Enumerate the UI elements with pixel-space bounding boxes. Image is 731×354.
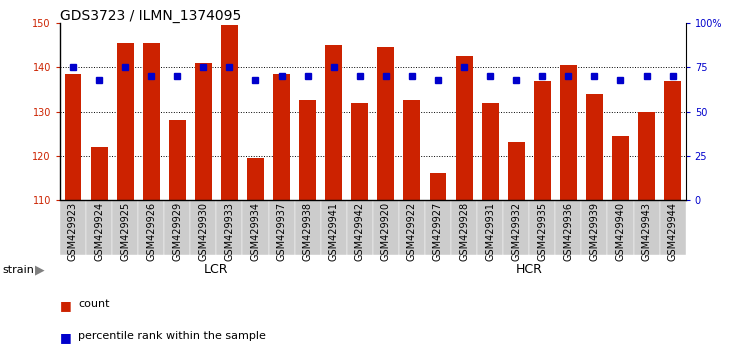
Text: count: count	[78, 299, 110, 309]
Bar	[169, 120, 186, 200]
Bar	[295, 200, 321, 255]
Bar	[659, 200, 686, 255]
Bar	[64, 74, 81, 200]
Bar	[91, 147, 107, 200]
Bar	[404, 101, 420, 200]
Bar	[560, 65, 577, 200]
Bar	[556, 200, 581, 255]
Bar	[634, 200, 659, 255]
Text: GSM429939: GSM429939	[589, 202, 599, 261]
Bar	[664, 80, 681, 200]
Text: GSM429920: GSM429920	[381, 202, 391, 261]
Bar	[216, 200, 243, 255]
Bar	[373, 200, 399, 255]
Bar	[268, 200, 295, 255]
Bar	[138, 200, 164, 255]
Text: GSM429944: GSM429944	[667, 202, 678, 261]
Bar	[455, 56, 472, 200]
Bar	[221, 25, 238, 200]
Bar	[299, 101, 316, 200]
Bar	[508, 142, 525, 200]
Bar	[482, 103, 499, 200]
Text: percentile rank within the sample: percentile rank within the sample	[78, 331, 266, 341]
Text: GDS3723 / ILMN_1374095: GDS3723 / ILMN_1374095	[60, 9, 241, 23]
Bar	[581, 200, 607, 255]
Text: GSM429933: GSM429933	[224, 202, 235, 261]
Text: ▶: ▶	[35, 263, 45, 276]
Text: GSM429928: GSM429928	[459, 202, 469, 261]
Bar	[190, 200, 216, 255]
Text: GSM429934: GSM429934	[251, 202, 260, 261]
Text: GSM429940: GSM429940	[616, 202, 626, 261]
Bar	[586, 94, 603, 200]
Bar	[377, 47, 394, 200]
Bar	[143, 43, 159, 200]
Text: GSM429925: GSM429925	[120, 202, 130, 261]
Text: GSM429942: GSM429942	[355, 202, 365, 261]
Bar	[86, 200, 112, 255]
Bar	[352, 103, 368, 200]
Bar	[164, 200, 190, 255]
Text: GSM429930: GSM429930	[198, 202, 208, 261]
Text: GSM429923: GSM429923	[68, 202, 78, 261]
Bar	[503, 200, 529, 255]
Bar	[325, 45, 342, 200]
Text: GSM429927: GSM429927	[433, 202, 443, 261]
Text: GSM429935: GSM429935	[537, 202, 548, 261]
Text: GSM429922: GSM429922	[407, 202, 417, 261]
Bar	[607, 200, 634, 255]
Text: GSM429931: GSM429931	[485, 202, 495, 261]
Bar	[534, 80, 550, 200]
Text: GSM429937: GSM429937	[276, 202, 287, 261]
Bar	[612, 136, 629, 200]
Text: ■: ■	[60, 331, 72, 344]
Text: GSM429924: GSM429924	[94, 202, 104, 261]
Bar	[321, 200, 346, 255]
Bar	[425, 200, 451, 255]
Text: GSM429938: GSM429938	[303, 202, 313, 261]
Text: HCR: HCR	[516, 263, 542, 276]
Text: GSM429936: GSM429936	[564, 202, 573, 261]
Text: ■: ■	[60, 299, 72, 312]
Text: LCR: LCR	[204, 263, 229, 276]
Bar	[529, 200, 556, 255]
Bar	[399, 200, 425, 255]
Bar	[346, 200, 373, 255]
Text: GSM429926: GSM429926	[146, 202, 156, 261]
Bar	[477, 200, 503, 255]
Text: GSM429932: GSM429932	[511, 202, 521, 261]
Bar	[273, 74, 290, 200]
Bar	[430, 173, 447, 200]
Text: GSM429929: GSM429929	[173, 202, 182, 261]
Bar	[451, 200, 477, 255]
Bar	[638, 112, 655, 200]
Bar	[195, 63, 212, 200]
Text: GSM429941: GSM429941	[329, 202, 338, 261]
Bar	[247, 158, 264, 200]
Bar	[112, 200, 138, 255]
Text: strain: strain	[2, 265, 34, 275]
Bar	[60, 200, 86, 255]
Text: GSM429943: GSM429943	[642, 202, 651, 261]
Bar	[117, 43, 134, 200]
Bar	[243, 200, 268, 255]
